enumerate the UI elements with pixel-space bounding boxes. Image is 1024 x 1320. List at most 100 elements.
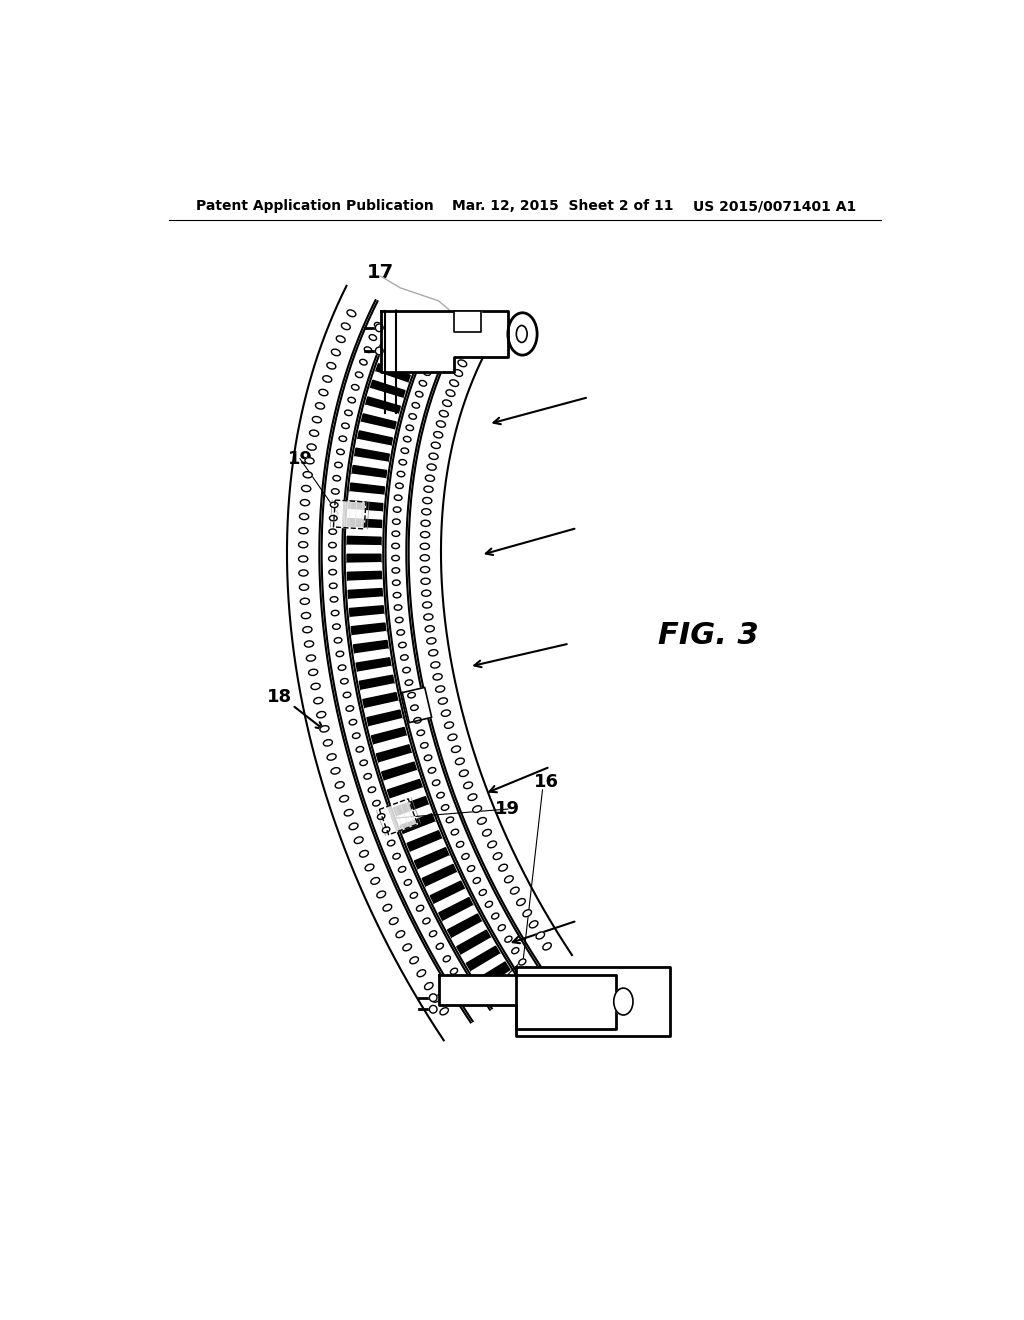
Ellipse shape <box>433 673 442 680</box>
Polygon shape <box>347 554 381 564</box>
Ellipse shape <box>340 796 348 803</box>
Ellipse shape <box>406 680 413 685</box>
Ellipse shape <box>437 792 444 799</box>
Polygon shape <box>364 405 398 422</box>
Ellipse shape <box>329 529 337 535</box>
Ellipse shape <box>318 389 328 396</box>
Polygon shape <box>443 906 477 929</box>
Ellipse shape <box>313 697 323 704</box>
Polygon shape <box>354 649 389 663</box>
Circle shape <box>429 994 437 1002</box>
Ellipse shape <box>308 669 317 676</box>
Ellipse shape <box>335 781 344 788</box>
Polygon shape <box>462 939 496 964</box>
Polygon shape <box>359 676 394 690</box>
Polygon shape <box>381 347 416 368</box>
Polygon shape <box>385 330 543 986</box>
Ellipse shape <box>421 743 428 748</box>
Polygon shape <box>402 688 432 722</box>
Ellipse shape <box>441 710 451 717</box>
Ellipse shape <box>387 840 395 846</box>
Text: Patent Application Publication: Patent Application Publication <box>196 199 434 213</box>
Ellipse shape <box>341 323 350 330</box>
Ellipse shape <box>432 995 440 1002</box>
Ellipse shape <box>339 436 347 441</box>
Ellipse shape <box>473 878 480 883</box>
Ellipse shape <box>423 602 432 609</box>
Polygon shape <box>322 301 489 1022</box>
Ellipse shape <box>427 359 435 364</box>
Ellipse shape <box>440 1007 449 1015</box>
Polygon shape <box>476 962 510 987</box>
Ellipse shape <box>299 513 308 520</box>
Ellipse shape <box>392 519 400 524</box>
Ellipse shape <box>494 853 502 859</box>
Circle shape <box>376 323 383 331</box>
Ellipse shape <box>452 829 459 836</box>
Ellipse shape <box>421 520 430 527</box>
Ellipse shape <box>516 326 527 342</box>
Ellipse shape <box>299 528 308 533</box>
Ellipse shape <box>366 865 374 871</box>
Ellipse shape <box>371 878 380 884</box>
Ellipse shape <box>345 411 352 416</box>
Ellipse shape <box>329 543 336 548</box>
Polygon shape <box>390 788 426 808</box>
Ellipse shape <box>424 755 432 760</box>
Ellipse shape <box>425 626 434 632</box>
Ellipse shape <box>452 746 461 752</box>
Ellipse shape <box>344 809 353 816</box>
Ellipse shape <box>352 733 360 738</box>
Polygon shape <box>351 474 386 487</box>
Ellipse shape <box>487 841 497 847</box>
Text: 16: 16 <box>534 774 559 791</box>
Ellipse shape <box>428 767 436 774</box>
Ellipse shape <box>364 774 372 779</box>
Ellipse shape <box>417 906 424 911</box>
Polygon shape <box>334 500 366 529</box>
Ellipse shape <box>432 780 440 785</box>
Ellipse shape <box>302 486 311 491</box>
Ellipse shape <box>419 380 427 387</box>
Ellipse shape <box>435 686 444 692</box>
Ellipse shape <box>417 730 425 735</box>
Ellipse shape <box>304 642 313 647</box>
Polygon shape <box>454 312 481 331</box>
Ellipse shape <box>299 556 308 562</box>
Polygon shape <box>385 339 419 360</box>
Ellipse shape <box>354 837 364 843</box>
Polygon shape <box>457 931 490 956</box>
Ellipse shape <box>508 313 538 355</box>
Polygon shape <box>352 632 387 645</box>
Ellipse shape <box>404 879 412 886</box>
Ellipse shape <box>410 957 419 964</box>
Ellipse shape <box>439 411 449 417</box>
Ellipse shape <box>348 397 355 403</box>
Ellipse shape <box>464 781 472 788</box>
Polygon shape <box>373 372 408 391</box>
Polygon shape <box>347 519 382 529</box>
Ellipse shape <box>329 556 336 561</box>
Ellipse shape <box>458 360 467 367</box>
Polygon shape <box>453 923 486 946</box>
Polygon shape <box>352 466 387 479</box>
Ellipse shape <box>446 817 454 822</box>
Ellipse shape <box>511 887 519 894</box>
Polygon shape <box>377 744 412 763</box>
Ellipse shape <box>323 376 332 383</box>
Polygon shape <box>422 865 457 887</box>
Ellipse shape <box>402 668 411 673</box>
Ellipse shape <box>529 921 538 928</box>
Ellipse shape <box>336 651 344 656</box>
Ellipse shape <box>312 417 322 422</box>
Ellipse shape <box>349 824 358 830</box>
Ellipse shape <box>431 442 440 449</box>
Polygon shape <box>353 457 388 470</box>
Ellipse shape <box>543 942 551 950</box>
Polygon shape <box>354 449 389 462</box>
Ellipse shape <box>485 902 493 907</box>
Ellipse shape <box>394 495 402 500</box>
Ellipse shape <box>373 800 380 807</box>
Polygon shape <box>357 667 392 681</box>
Ellipse shape <box>499 865 508 871</box>
